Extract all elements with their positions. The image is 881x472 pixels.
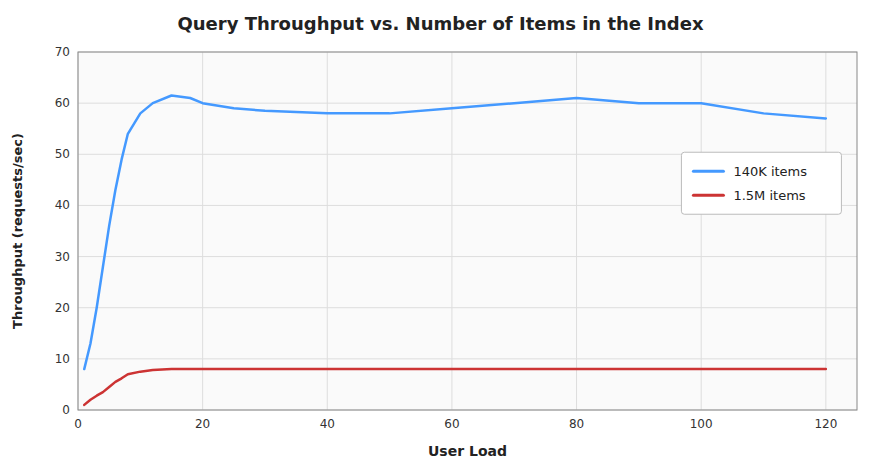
ticks: 0 20 40 60 80 100 120 0 10 20 30 40 50 60 70	[55, 45, 838, 431]
y-tick-label: 0	[62, 403, 70, 417]
y-tick-label: 40	[55, 198, 70, 212]
y-axis-label: Throughput (requests/sec)	[10, 133, 25, 329]
grid-line-x	[825, 52, 826, 410]
x-tick-label: 80	[569, 417, 584, 431]
x-tick-label: 20	[195, 417, 210, 431]
plot-area	[78, 52, 857, 410]
x-axis-label: User Load	[428, 443, 507, 459]
grid-line-x	[576, 52, 577, 410]
legend: 140K items 1.5M items	[681, 152, 841, 214]
x-tick-label: 60	[444, 417, 459, 431]
grid-line-y	[78, 103, 857, 104]
series-line	[84, 95, 826, 369]
y-tick-label: 10	[55, 352, 70, 366]
chart: 0 20 40 60 80 100 120 0 10 20 30 40 50 60 70 Query Thro…	[0, 0, 881, 472]
lines	[84, 95, 826, 404]
series-line	[84, 369, 826, 405]
title: Query Throughput vs. Number of Items in …	[177, 13, 704, 34]
legend-swatch	[693, 194, 723, 197]
grid-line-x	[327, 52, 328, 410]
x-tick-label: 0	[74, 417, 82, 431]
y-tick-label: 20	[55, 301, 70, 315]
x-tick-label: 40	[320, 417, 335, 431]
grid-line-y	[78, 358, 857, 359]
grid-line-x	[451, 52, 452, 410]
legend-label: 1.5M items	[733, 188, 805, 203]
grid-line-x	[701, 52, 702, 410]
y-tick-label: 30	[55, 250, 70, 264]
grid-line-y	[78, 307, 857, 308]
y-tick-label: 60	[55, 96, 70, 110]
y-tick-label: 50	[55, 147, 70, 161]
y-tick-label: 70	[55, 45, 70, 59]
legend-label: 140K items	[733, 164, 807, 179]
x-tick-label: 100	[690, 417, 713, 431]
plot-frame	[78, 52, 857, 410]
legend-swatch	[693, 170, 723, 173]
grid	[78, 52, 857, 410]
legend-box	[681, 152, 841, 214]
grid-line-y	[78, 256, 857, 257]
x-tick-label: 120	[814, 417, 837, 431]
grid-line-x	[202, 52, 203, 410]
